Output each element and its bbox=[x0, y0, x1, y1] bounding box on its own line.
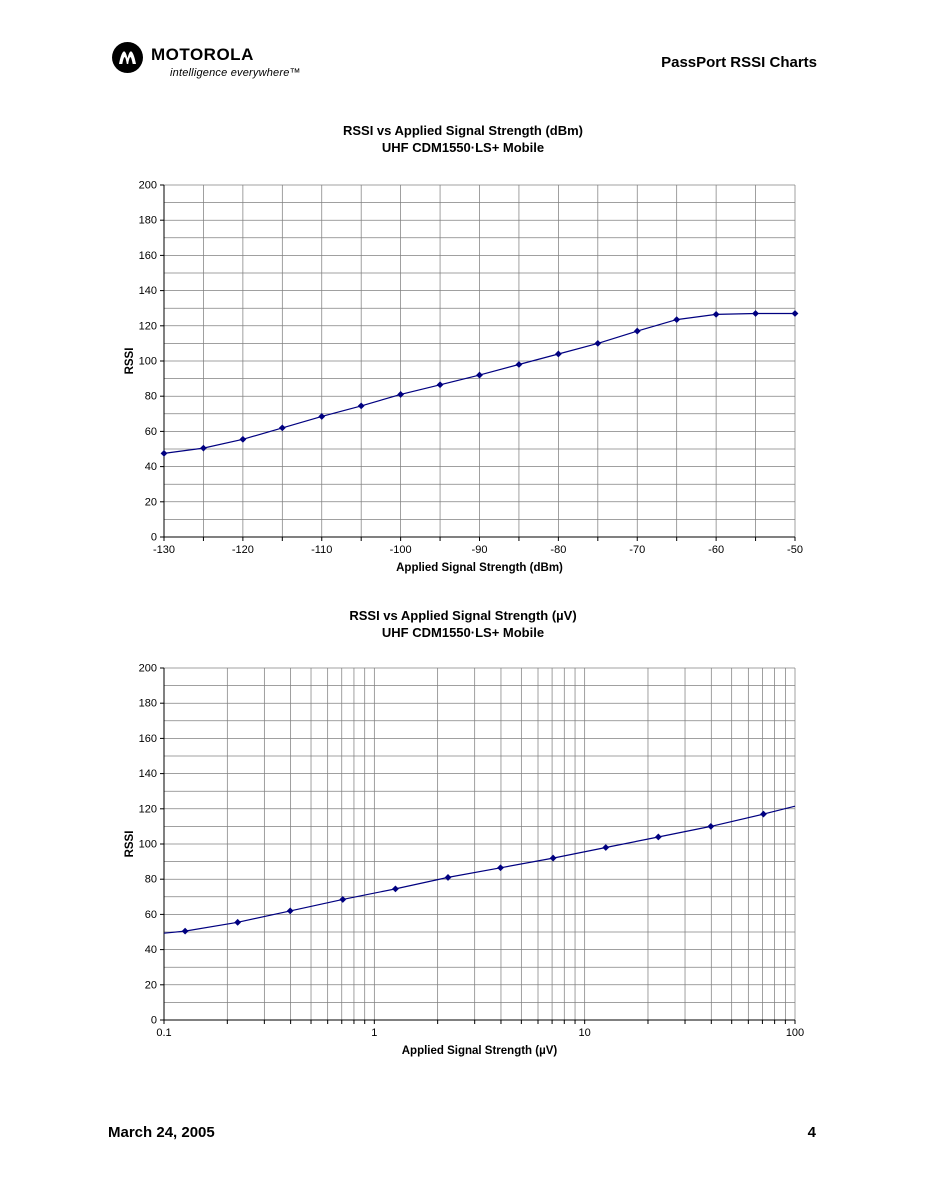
svg-text:-100: -100 bbox=[390, 544, 412, 556]
svg-text:40: 40 bbox=[145, 944, 157, 956]
brand-tagline: intelligence everywhere™ bbox=[170, 67, 301, 79]
svg-text:100: 100 bbox=[786, 1027, 804, 1039]
svg-text:100: 100 bbox=[139, 839, 157, 851]
svg-text:180: 180 bbox=[139, 215, 157, 227]
svg-text:60: 60 bbox=[145, 909, 157, 921]
svg-text:80: 80 bbox=[145, 391, 157, 403]
svg-text:Applied Signal Strength (µV): Applied Signal Strength (µV) bbox=[402, 1045, 558, 1057]
svg-text:0: 0 bbox=[151, 532, 157, 544]
chart-dbm-title-block: RSSI vs Applied Signal Strength (dBm) UH… bbox=[0, 122, 926, 156]
svg-text:20: 20 bbox=[145, 979, 157, 991]
svg-text:120: 120 bbox=[139, 320, 157, 332]
chart-uv-title: RSSI vs Applied Signal Strength (µV) bbox=[349, 608, 577, 623]
svg-text:-90: -90 bbox=[472, 544, 488, 556]
svg-text:200: 200 bbox=[139, 180, 157, 192]
motorola-emblem-icon bbox=[111, 41, 144, 74]
svg-text:140: 140 bbox=[139, 768, 157, 780]
chart-dbm-subtitle: UHF CDM1550·LS+ Mobile bbox=[381, 140, 545, 155]
svg-text:20: 20 bbox=[145, 496, 157, 508]
chart-uv-plot: 0 20 40 60 80 100 120 140 160 180 200 0.1 1 10 100 Appl… bbox=[124, 663, 804, 1057]
chart-dbm-title: RSSI vs Applied Signal Strength (dBm) bbox=[342, 123, 584, 138]
footer-page-number: 4 bbox=[807, 1124, 816, 1141]
svg-text:80: 80 bbox=[145, 874, 157, 886]
footer-date: March 24, 2005 bbox=[108, 1124, 215, 1141]
svg-text:120: 120 bbox=[139, 803, 157, 815]
svg-text:160: 160 bbox=[139, 733, 157, 745]
svg-text:-70: -70 bbox=[629, 544, 645, 556]
chart-dbm-plot: 0 20 40 60 80 100 120 140 160 180 200 -130 -120 -110 -… bbox=[124, 180, 803, 574]
page-header-title: PassPort RSSI Charts bbox=[661, 54, 817, 71]
brand-wordmark: MOTOROLA bbox=[151, 45, 254, 64]
svg-text:40: 40 bbox=[145, 461, 157, 473]
svg-text:-50: -50 bbox=[787, 544, 803, 556]
svg-text:0: 0 bbox=[151, 1015, 157, 1027]
svg-text:-120: -120 bbox=[232, 544, 254, 556]
svg-text:160: 160 bbox=[139, 250, 157, 262]
svg-text:1: 1 bbox=[371, 1027, 377, 1039]
svg-text:RSSI: RSSI bbox=[124, 348, 136, 375]
svg-text:60: 60 bbox=[145, 426, 157, 438]
chart-uv-subtitle: UHF CDM1550·LS+ Mobile bbox=[381, 625, 545, 640]
svg-text:180: 180 bbox=[139, 698, 157, 710]
svg-text:0.1: 0.1 bbox=[156, 1027, 171, 1039]
svg-text:RSSI: RSSI bbox=[124, 831, 136, 858]
svg-text:10: 10 bbox=[579, 1027, 591, 1039]
svg-text:Applied Signal Strength (dBm): Applied Signal Strength (dBm) bbox=[396, 562, 563, 574]
chart-uv-title-block: RSSI vs Applied Signal Strength (µV) UHF… bbox=[0, 607, 926, 641]
svg-text:100: 100 bbox=[139, 356, 157, 368]
svg-text:-130: -130 bbox=[153, 544, 175, 556]
svg-text:140: 140 bbox=[139, 285, 157, 297]
svg-text:-60: -60 bbox=[708, 544, 724, 556]
svg-text:200: 200 bbox=[139, 663, 157, 675]
svg-text:-110: -110 bbox=[311, 544, 332, 556]
svg-text:-80: -80 bbox=[550, 544, 566, 556]
